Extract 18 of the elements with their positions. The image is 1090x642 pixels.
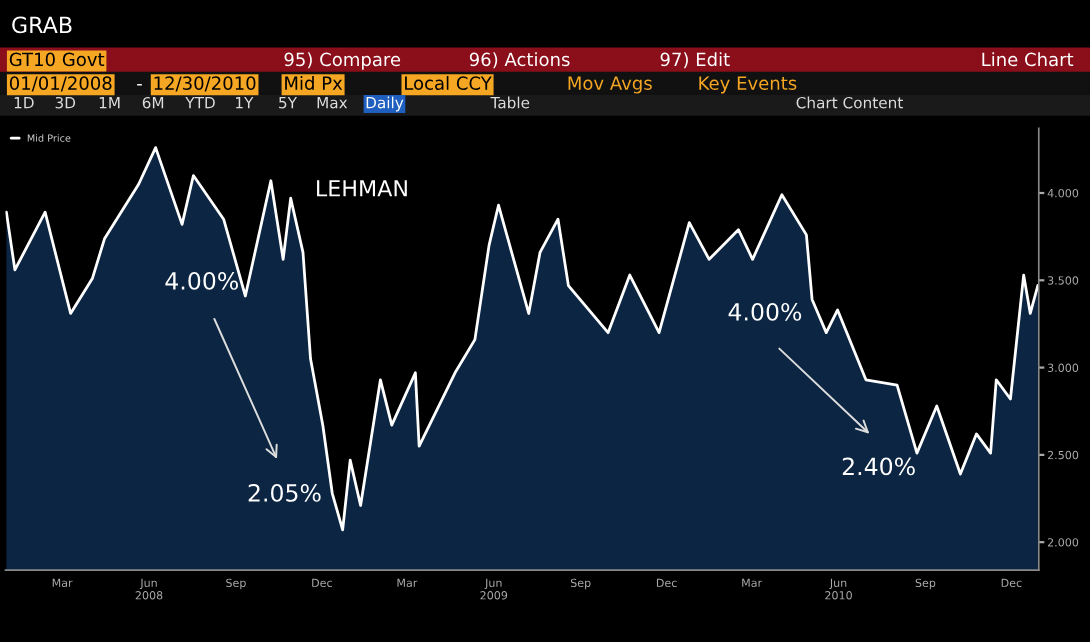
annotation: 2.05% bbox=[248, 484, 321, 502]
text: Line Chart bbox=[982, 52, 1074, 67]
annotation: 4.00% bbox=[165, 271, 238, 290]
text: 12/30/2010 bbox=[154, 76, 256, 92]
text: 97) Edit bbox=[660, 52, 730, 69]
text: Mid Px bbox=[285, 76, 343, 90]
text: GT10 Govt bbox=[9, 52, 105, 67]
text: 95) Compare bbox=[284, 52, 401, 70]
text: Local CCY bbox=[405, 76, 492, 90]
text: - bbox=[137, 84, 142, 86]
text: 01/01/2008 bbox=[9, 76, 112, 92]
text: Mov Avgs bbox=[568, 76, 652, 94]
chart-title: GRAB bbox=[12, 16, 72, 34]
text: Key Events bbox=[699, 76, 797, 94]
annotation: LEHMAN bbox=[317, 180, 407, 197]
text: 96) Actions bbox=[469, 52, 570, 69]
annotation: 2.40% bbox=[842, 457, 915, 476]
annotation: 4.00% bbox=[728, 302, 802, 321]
